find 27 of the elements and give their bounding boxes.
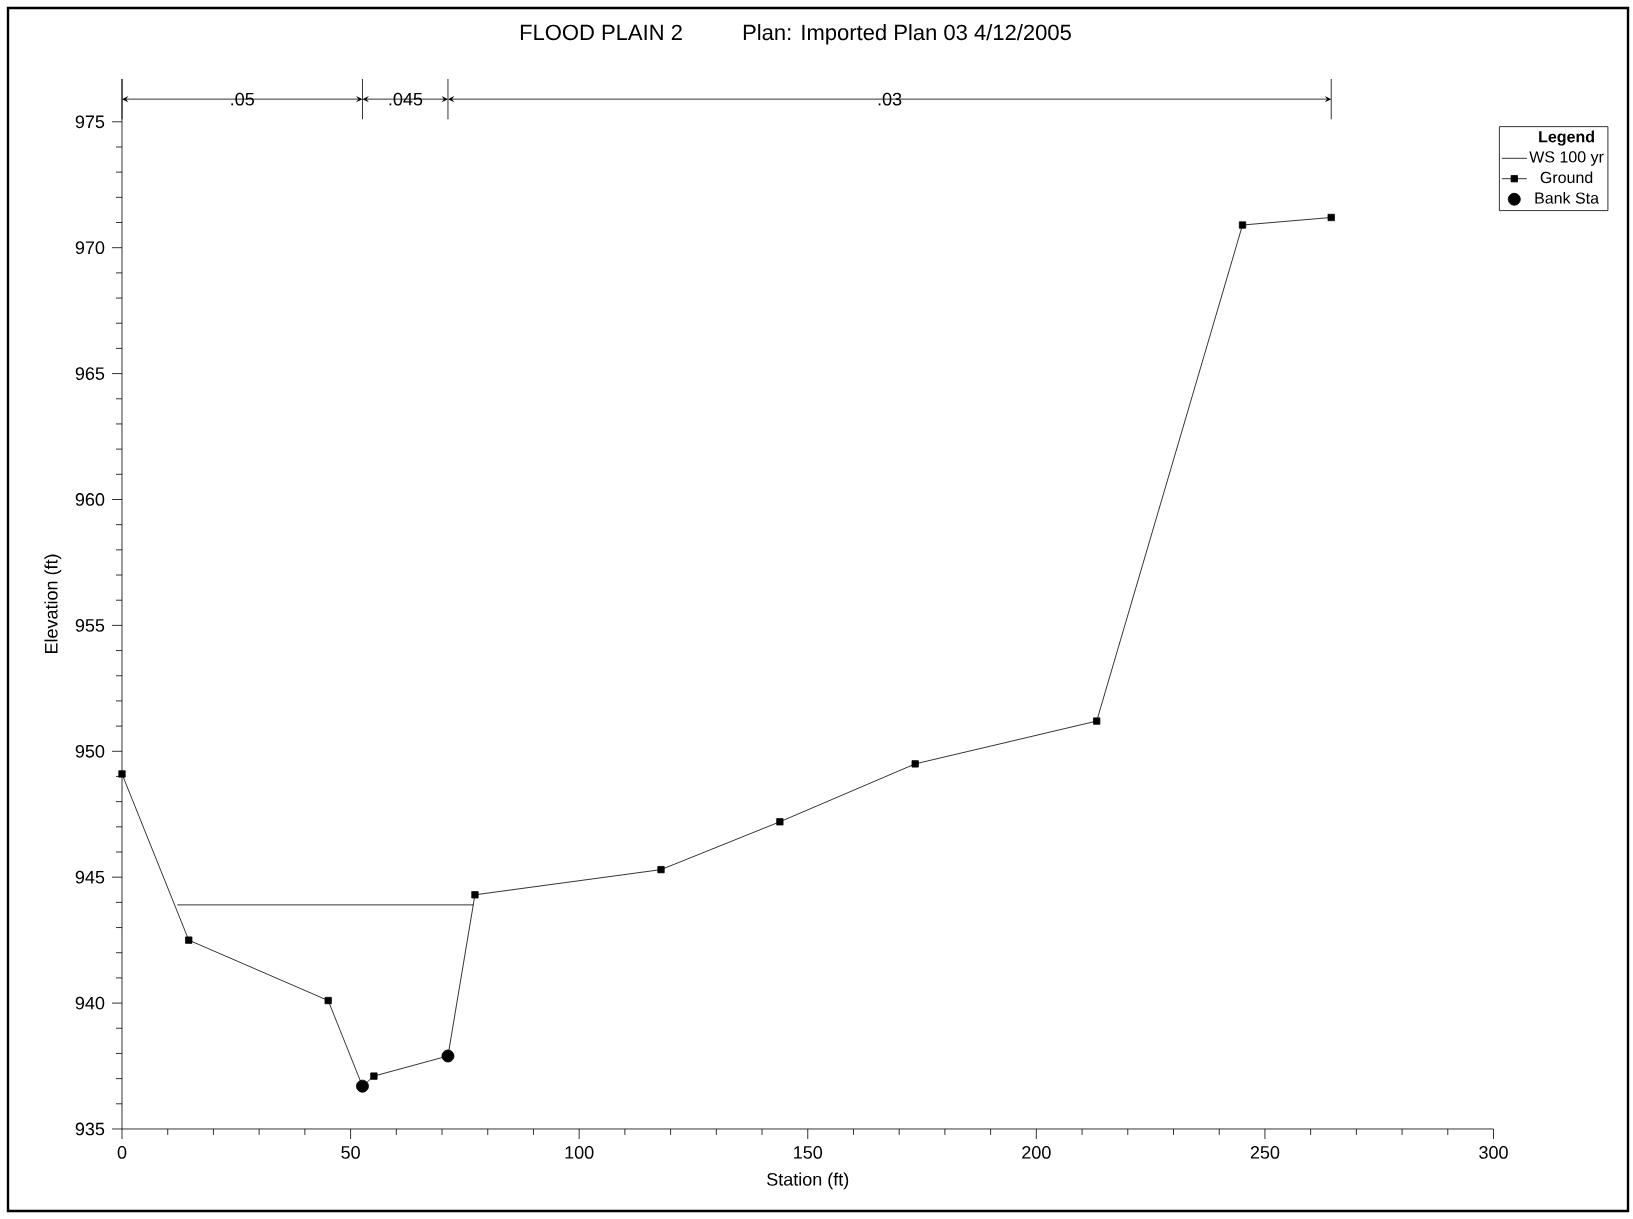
y-axis-title: Elevation (ft) (44, 554, 62, 654)
legend-title: Legend (1539, 130, 1594, 146)
y-tick-label: 960 (75, 493, 105, 506)
y-tick-label: 955 (75, 619, 105, 632)
legend-label: Bank Sta (1535, 191, 1600, 204)
x-tick-label: 200 (1022, 1146, 1051, 1159)
y-tick-label: 945 (75, 870, 105, 884)
legend-label: Ground (1540, 171, 1593, 184)
annotation: .045 (389, 92, 423, 106)
x-tick-label: 50 (341, 1146, 360, 1159)
annotation: .03 (878, 92, 902, 106)
chart-subtitle: Plan: Imported Plan 03 4/12/2005 (743, 24, 1071, 45)
x-tick-label: 150 (794, 1146, 823, 1159)
y-tick-label: 965 (75, 367, 105, 380)
y-tick-label: 975 (75, 115, 105, 129)
legend-label: WS 100 yr (1529, 151, 1604, 166)
y-tick-label: 970 (75, 241, 105, 255)
annotation: .05 (231, 92, 254, 106)
x-axis-title: Station (ft) (767, 1172, 849, 1190)
chart-title: FLOOD PLAIN 2 (520, 24, 682, 41)
x-tick-label: 300 (1479, 1146, 1508, 1159)
x-tick-label: 100 (565, 1146, 594, 1159)
y-tick-label: 935 (75, 1122, 105, 1136)
x-tick-label: 250 (1250, 1146, 1280, 1159)
y-tick-label: 950 (75, 744, 105, 758)
x-tick-label: 0 (117, 1146, 127, 1159)
y-tick-label: 940 (75, 996, 105, 1010)
